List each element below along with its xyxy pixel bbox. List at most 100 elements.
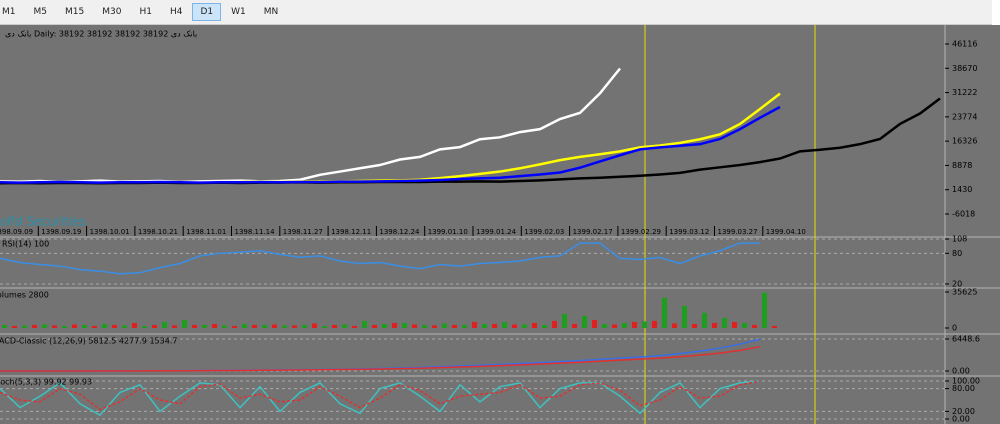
- volume-bar: [232, 325, 237, 328]
- y-tick-label: 35625: [952, 288, 977, 297]
- volume-bar: [42, 324, 47, 328]
- volume-bar: [412, 324, 417, 328]
- y-tick-label: 80: [952, 249, 962, 258]
- volume-bar: [462, 324, 467, 328]
- x-tick-label: 1399.01.10: [428, 228, 468, 236]
- volume-bar: [752, 324, 757, 328]
- volume-bar: [662, 297, 667, 328]
- x-tick-label: 1398.09.09: [0, 228, 33, 236]
- y-tick-label: -6018: [952, 210, 975, 219]
- background: [0, 25, 1000, 424]
- volume-bar: [122, 325, 127, 328]
- timeframe-button[interactable]: M15: [65, 7, 85, 17]
- x-tick-label: 1398.10.01: [90, 228, 130, 236]
- y-tick-label: 1430: [952, 185, 972, 194]
- volume-bar: [692, 323, 697, 328]
- volume-bar: [722, 317, 727, 328]
- y-tick-label: 38670: [952, 64, 977, 73]
- line-series: [0, 380, 761, 417]
- volume-bar: [632, 321, 637, 328]
- volume-bar: [172, 325, 177, 328]
- volume-bar: [622, 322, 627, 328]
- volume-bar: [162, 321, 167, 328]
- x-tick-label: 1398.11.27: [283, 228, 323, 236]
- volume-bar: [312, 323, 317, 328]
- volume-bar: [482, 323, 487, 328]
- volume-bar: [182, 319, 187, 328]
- y-tick-label: 6448.6: [952, 335, 980, 344]
- y-tick-label: 31222: [952, 88, 977, 97]
- y-tick-label: 0.00: [952, 367, 970, 376]
- volume-bar: [712, 322, 717, 328]
- y-tick-label: 80.00: [952, 384, 975, 393]
- x-tick-label: 1399.04.10: [766, 228, 806, 236]
- timeframe-button[interactable]: M5: [33, 7, 48, 17]
- volume-bar: [22, 325, 27, 328]
- volume-bar: [422, 324, 427, 328]
- volume-bar: [642, 321, 647, 328]
- volume-bar: [672, 323, 677, 328]
- volume-bar: [192, 324, 197, 328]
- volume-bar: [252, 324, 257, 328]
- volume-bar: [392, 322, 397, 328]
- timeframe-button[interactable]: M30: [102, 7, 122, 17]
- volume-bar: [652, 320, 657, 328]
- volume-bar: [682, 305, 687, 328]
- y-tick-label: 0: [952, 324, 957, 333]
- volume-bar: [382, 323, 387, 328]
- line-series: [0, 242, 760, 275]
- volume-bar: [152, 324, 157, 328]
- volume-bar: [762, 292, 767, 328]
- chart-header: بانک دی Daily: 38192 38192 38192 38192 ب…: [5, 30, 197, 39]
- volume-bar: [282, 325, 287, 328]
- y-tick-label: 16326: [952, 137, 977, 146]
- timeframe-button[interactable]: M1: [2, 7, 16, 17]
- volume-bar: [2, 324, 7, 328]
- volume-bar: [292, 325, 297, 328]
- volume-bar: [472, 321, 477, 328]
- volume-bar: [572, 323, 577, 328]
- volume-bar: [542, 324, 547, 328]
- volume-bar: [82, 324, 87, 328]
- volume-bar: [502, 321, 507, 328]
- volume-bar: [72, 324, 77, 328]
- volume-bar: [612, 324, 617, 328]
- timeframe-button[interactable]: H1: [139, 7, 152, 17]
- volume-bar: [52, 325, 57, 328]
- y-tick-label: 8878: [952, 161, 972, 170]
- line-series: [0, 380, 761, 411]
- timeframe-button[interactable]: MN: [263, 7, 279, 17]
- volume-bar: [242, 323, 247, 328]
- volume-bar: [12, 325, 17, 328]
- volume-bar: [372, 324, 377, 328]
- volume-bar: [552, 320, 557, 328]
- volume-bar: [592, 319, 597, 328]
- y-tick-label: 46116: [952, 40, 977, 49]
- x-tick-label: 1399.01.24: [476, 228, 517, 236]
- volume-bar: [92, 325, 97, 328]
- timeframe-button[interactable]: D1: [192, 3, 222, 21]
- x-tick-label: 1398.09.19: [41, 228, 81, 236]
- y-tick-label: 20: [952, 279, 962, 288]
- volume-bar: [302, 324, 307, 328]
- volume-bar: [562, 313, 567, 328]
- x-tick-label: 1398.11.14: [235, 228, 276, 236]
- line-series: [0, 67, 621, 184]
- volume-bar: [532, 322, 537, 328]
- y-tick-label: 23774: [952, 112, 977, 121]
- timeframe-button[interactable]: H4: [169, 7, 183, 17]
- timeframe-button[interactable]: W1: [231, 7, 246, 17]
- x-tick-label: 1398.10.21: [138, 228, 178, 236]
- x-tick-label: 1399.03.27: [718, 228, 758, 236]
- watermark: Mofid Securities: [0, 215, 86, 229]
- y-tick-label: 108: [952, 235, 967, 244]
- volume-bar: [492, 323, 497, 328]
- volume-bar: [732, 321, 737, 328]
- y-tick-label: 20.00: [952, 407, 975, 416]
- volume-bar: [702, 312, 707, 328]
- x-tick-label: 1399.02.17: [573, 228, 613, 236]
- volume-bar: [202, 324, 207, 328]
- volume-bar: [432, 325, 437, 328]
- panel-label: Volumes 2800: [0, 291, 49, 300]
